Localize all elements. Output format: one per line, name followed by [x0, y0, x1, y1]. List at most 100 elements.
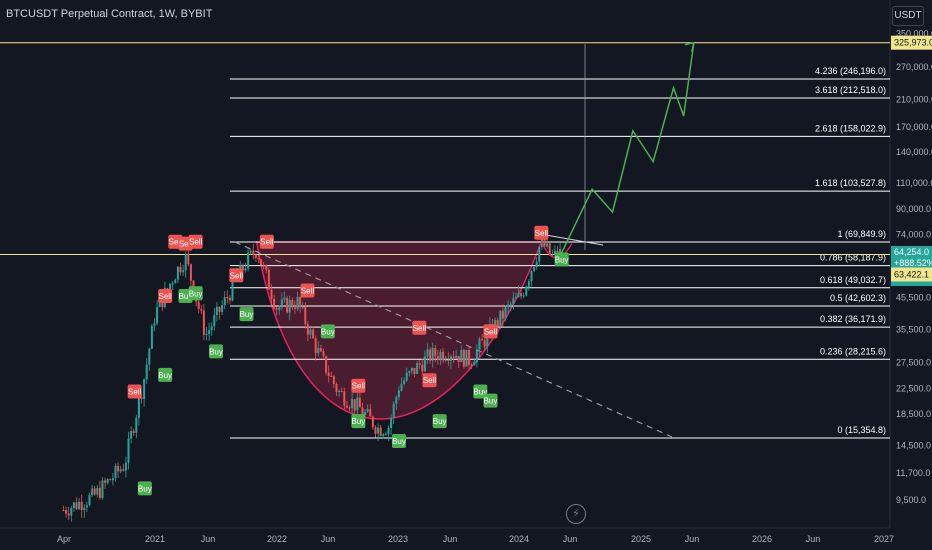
candle-body — [535, 261, 538, 268]
candle-body — [176, 266, 179, 280]
currency-button[interactable]: USDT — [892, 6, 924, 26]
candle-body — [291, 300, 294, 308]
candle-body — [400, 383, 403, 391]
candle-body — [501, 310, 504, 319]
sell-signal — [351, 378, 366, 393]
candle-body — [78, 501, 81, 509]
candle-body — [546, 243, 549, 247]
fib-level-label: 1.618 (103,527.8) — [815, 178, 886, 188]
buy-signal-label: Buy — [209, 347, 223, 356]
candle-body — [423, 356, 426, 372]
candle-body — [153, 323, 156, 326]
fib-level-label: 4.236 (246,196.0) — [815, 66, 886, 76]
sell-signal — [188, 234, 203, 249]
candle-body — [283, 297, 286, 300]
candle-body — [156, 306, 159, 324]
price-tick-label: 74,000.0 — [896, 230, 931, 240]
candle-body — [262, 265, 265, 267]
chart-title: BTCUSDT Perpetual Contract, 1W, BYBIT — [6, 8, 213, 20]
sell-signal — [127, 384, 142, 399]
candle-body — [452, 356, 455, 358]
sell-signal — [422, 373, 437, 388]
candle-body — [325, 356, 328, 373]
candle-body — [348, 407, 351, 409]
candle-body — [140, 396, 143, 399]
price-label-target — [891, 35, 932, 50]
lightning-icon[interactable]: ⚡ — [566, 504, 586, 524]
candle-body — [330, 375, 333, 377]
fib-level-label: 0.618 (49,032.7) — [820, 275, 886, 285]
buy-signal-label: Buy — [473, 387, 487, 396]
sell-signal — [483, 324, 498, 339]
sell-signal — [412, 320, 427, 335]
candle-body — [257, 258, 260, 260]
candle-body — [486, 331, 489, 347]
buy-signal — [554, 252, 569, 267]
time-tick-label: 2027 — [874, 534, 894, 544]
candle-body — [338, 391, 341, 393]
candle-body — [553, 250, 556, 255]
candle-body — [215, 306, 218, 315]
candle-body — [340, 391, 343, 393]
candle-body — [520, 293, 523, 297]
candle-body — [431, 347, 434, 361]
resistance-line — [539, 233, 604, 246]
sell-signal-label: Sell — [158, 292, 172, 301]
candle-body — [88, 495, 91, 506]
candle-body — [109, 479, 112, 481]
fib-level-label: 0.236 (28,215.6) — [820, 346, 886, 356]
candle-body — [436, 356, 439, 361]
sell-signal-label: Sell — [423, 376, 437, 385]
buy-signal — [320, 324, 335, 339]
candle-body — [306, 324, 309, 335]
candle-body — [85, 505, 88, 508]
candle-body — [543, 236, 546, 247]
candle-body — [166, 288, 169, 290]
candle-body — [288, 300, 291, 313]
candle-body — [137, 396, 140, 418]
sell-signal — [259, 234, 274, 249]
candle-body — [265, 265, 268, 270]
candle-body — [189, 264, 192, 281]
fib-level-label: 0.786 (58,187.9) — [820, 253, 886, 263]
candle-body — [421, 364, 424, 372]
buy-signal-label: Buy — [433, 417, 447, 426]
candle-body — [202, 310, 205, 335]
candle-body — [444, 359, 447, 361]
time-tick-label: Jun — [443, 534, 458, 544]
sell-signal-label: Sell — [484, 327, 498, 336]
candle-body — [475, 349, 478, 363]
candle-body — [473, 362, 476, 366]
candle-body — [127, 438, 130, 463]
candle-body — [434, 347, 437, 357]
candle-body — [114, 465, 117, 479]
time-tick-label: Jun — [685, 534, 700, 544]
buy-signal-label: Buy — [484, 397, 498, 406]
candle-body — [208, 330, 211, 334]
buy-signal-label: Buy — [321, 327, 335, 336]
candle-body — [122, 469, 125, 471]
candle-body — [96, 487, 99, 495]
candle-body — [527, 281, 530, 287]
candle-body — [533, 267, 536, 271]
candle-body — [366, 409, 369, 412]
candle-body — [403, 380, 406, 384]
candle-body — [327, 372, 330, 376]
candle-body — [299, 297, 302, 307]
candle-body — [548, 243, 551, 255]
candle-body — [106, 479, 109, 483]
candle-body — [273, 298, 276, 309]
price-tick-label: 14,500.0 — [896, 440, 931, 450]
sell-signal-label: Sell — [169, 238, 183, 247]
sell-signal — [229, 268, 244, 283]
candle-body — [80, 501, 83, 511]
sell-signal — [534, 225, 549, 240]
candle-body — [507, 304, 510, 308]
time-tick-label: 2021 — [145, 534, 165, 544]
candle-body — [72, 502, 75, 509]
candle-body — [254, 254, 257, 259]
time-tick-label: Jun — [321, 534, 336, 544]
candle-body — [111, 478, 114, 481]
candle-body — [247, 252, 250, 269]
